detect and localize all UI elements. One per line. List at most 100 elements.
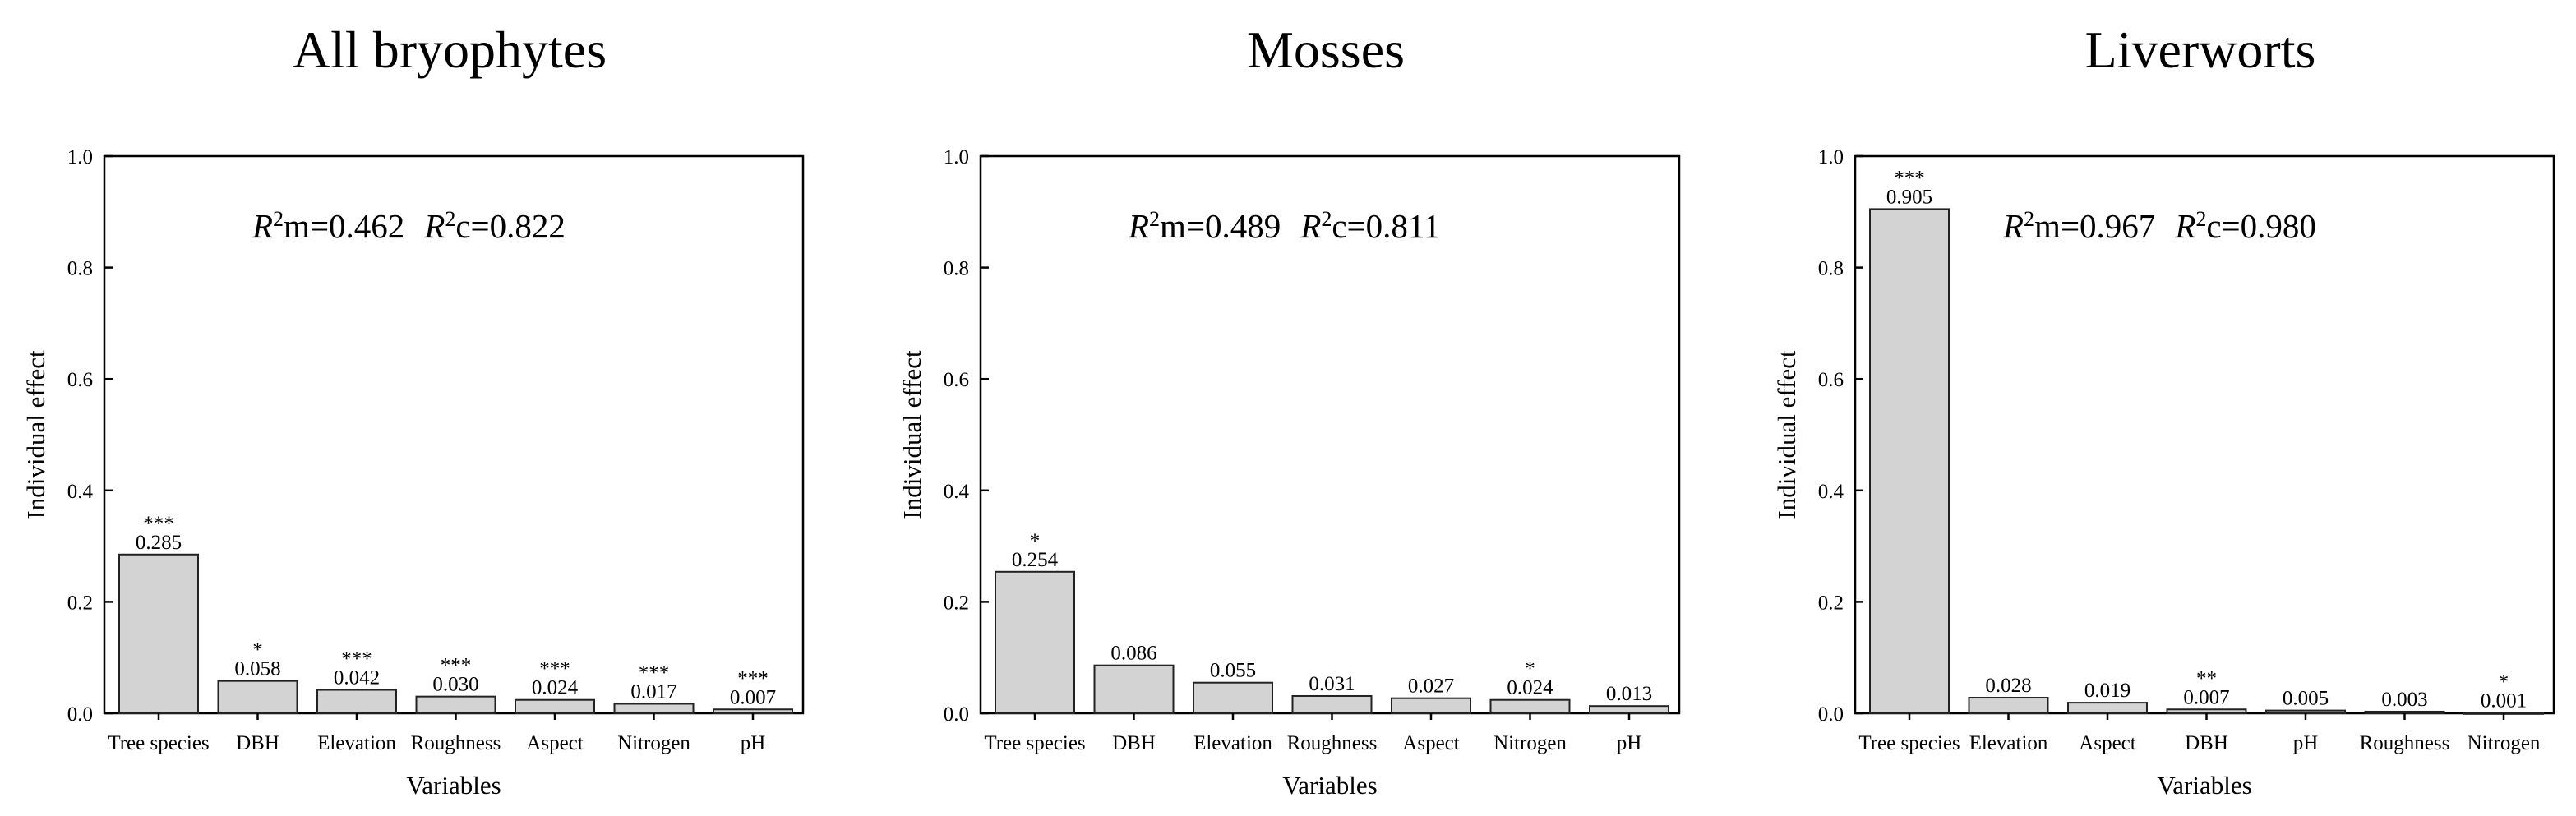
- bar-elevation: [1968, 697, 2049, 714]
- r2c-value: c=0.811: [1332, 207, 1440, 245]
- significance-label: *: [1030, 530, 1041, 552]
- y-axis-label: Individual effect: [898, 350, 926, 519]
- x-axis-label: Variables: [2157, 771, 2251, 800]
- x-category-label: DBH: [1112, 732, 1156, 754]
- r2c-symbol: R: [423, 207, 445, 245]
- x-category-label: pH: [1617, 732, 1642, 754]
- y-tick-label: 0.6: [944, 369, 969, 391]
- y-tick-label: 0.0: [1818, 703, 1844, 726]
- bar-roughness: [1291, 694, 1373, 714]
- y-tick-label: 0.8: [1818, 258, 1844, 280]
- y-tick-label: 0.8: [944, 258, 969, 280]
- significance-label: ***: [539, 658, 570, 680]
- x-category-label: Elevation: [1193, 732, 1272, 754]
- bar-value-label: 0.007: [730, 686, 776, 708]
- bar-aspect: [2067, 702, 2148, 714]
- r2-annotation: R2m=0.489 R2c=0.811: [1128, 207, 1440, 246]
- x-category-label: Roughness: [1287, 732, 1378, 754]
- bar-value-label: 0.055: [1210, 660, 1256, 682]
- bar-value-label: 0.005: [2283, 688, 2329, 710]
- r2m-value: m=0.967: [2034, 207, 2155, 245]
- x-category-label: Aspect: [526, 732, 583, 754]
- r2m-superscript: 2: [2024, 207, 2034, 231]
- bar-tree-species: [1869, 208, 1950, 715]
- bar-value-label: 0.254: [1012, 549, 1059, 571]
- bar-value-label: 0.285: [136, 532, 182, 554]
- panel-title: All bryophytes: [293, 21, 607, 79]
- bar-nitrogen: [1489, 698, 1571, 715]
- plot-frame: [103, 154, 805, 715]
- x-category-label: Nitrogen: [1493, 732, 1567, 754]
- bar-nitrogen: [613, 703, 695, 714]
- bar-aspect: [515, 698, 595, 715]
- r2-annotation: R2m=0.967 R2c=0.980: [2002, 207, 2316, 246]
- y-tick-label: 0.0: [944, 703, 969, 726]
- bar-value-label: 0.905: [1886, 186, 1932, 208]
- x-category-label: Roughness: [2360, 732, 2450, 754]
- x-category-label: Nitrogen: [617, 732, 690, 754]
- significance-label: ***: [1894, 167, 1925, 189]
- bar-value-label: 0.030: [432, 674, 478, 696]
- r2c-superscript: 2: [1321, 207, 1332, 231]
- r2m-superscript: 2: [273, 207, 284, 231]
- significance-label: ***: [143, 513, 174, 535]
- bar-dbh: [2166, 708, 2247, 715]
- y-tick-label: 0.0: [67, 703, 93, 726]
- r2c-symbol: R: [1300, 207, 1321, 245]
- r2c-superscript: 2: [445, 207, 455, 231]
- bar-roughness: [415, 695, 496, 714]
- y-tick-label: 1.0: [67, 146, 93, 168]
- x-category-label: Aspect: [1402, 732, 1459, 754]
- y-tick-label: 0.4: [1818, 481, 1844, 503]
- y-tick-label: 0.6: [67, 369, 93, 391]
- bar-value-label: 0.027: [1408, 675, 1454, 698]
- bar-roughness: [2364, 710, 2445, 715]
- r2c-symbol: R: [2174, 207, 2195, 245]
- y-tick-label: 0.4: [944, 481, 970, 503]
- bar-value-label: 0.028: [1985, 675, 2031, 697]
- r2m-superscript: 2: [1149, 207, 1160, 231]
- bar-dbh: [217, 680, 298, 715]
- x-category-label: Tree species: [984, 732, 1085, 754]
- x-category-label: Roughness: [411, 732, 501, 754]
- r2-annotation: R2m=0.462 R2c=0.822: [252, 207, 566, 246]
- x-category-label: Nitrogen: [2468, 732, 2541, 754]
- r2c-value: c=0.822: [455, 207, 566, 245]
- panel-title: Mosses: [1247, 21, 1405, 79]
- bar-value-label: 0.024: [532, 677, 579, 699]
- x-axis-label: Variables: [406, 771, 501, 800]
- bar-tree-species: [118, 553, 199, 715]
- y-tick-label: 0.8: [67, 258, 93, 280]
- bar-value-label: 0.042: [334, 667, 380, 689]
- r2m-value: m=0.489: [1160, 207, 1281, 245]
- r2m-symbol: R: [252, 207, 273, 245]
- significance-label: *: [1525, 658, 1535, 680]
- bar-dbh: [1093, 664, 1175, 715]
- panel-title: Liverworts: [2085, 21, 2316, 79]
- bar-ph: [2265, 709, 2346, 714]
- y-axis-label: Individual effect: [1772, 350, 1801, 519]
- y-tick-label: 0.6: [1818, 369, 1844, 391]
- plot-frame: [979, 154, 1681, 715]
- x-category-label: Aspect: [2079, 732, 2135, 754]
- significance-label: *: [252, 639, 263, 662]
- bar-value-label: 0.013: [1606, 683, 1652, 705]
- x-category-label: Elevation: [317, 732, 396, 754]
- bar-value-label: 0.003: [2381, 689, 2427, 711]
- bar-value-label: 0.001: [2481, 689, 2527, 712]
- r2m-value: m=0.462: [284, 207, 404, 245]
- bar-value-label: 0.031: [1309, 673, 1355, 695]
- significance-label: **: [2196, 667, 2217, 689]
- significance-label: ***: [441, 655, 472, 677]
- r2c-superscript: 2: [2195, 207, 2206, 231]
- bar-tree-species: [995, 570, 1075, 715]
- r2c-value: c=0.980: [2206, 207, 2316, 245]
- bar-aspect: [1391, 697, 1471, 714]
- x-category-label: DBH: [2185, 732, 2228, 754]
- chart-panel-3: Liverworts 0.0 0.2 0.4 0.6 0.8 1.0 Individual e…: [1772, 21, 2555, 800]
- chart-panel-1: All bryophytes 0.0 0.2 0.4 0.6 0.8 1.0 Individu…: [21, 21, 805, 800]
- x-category-label: Tree species: [108, 732, 209, 754]
- bar-value-label: 0.024: [1507, 677, 1553, 699]
